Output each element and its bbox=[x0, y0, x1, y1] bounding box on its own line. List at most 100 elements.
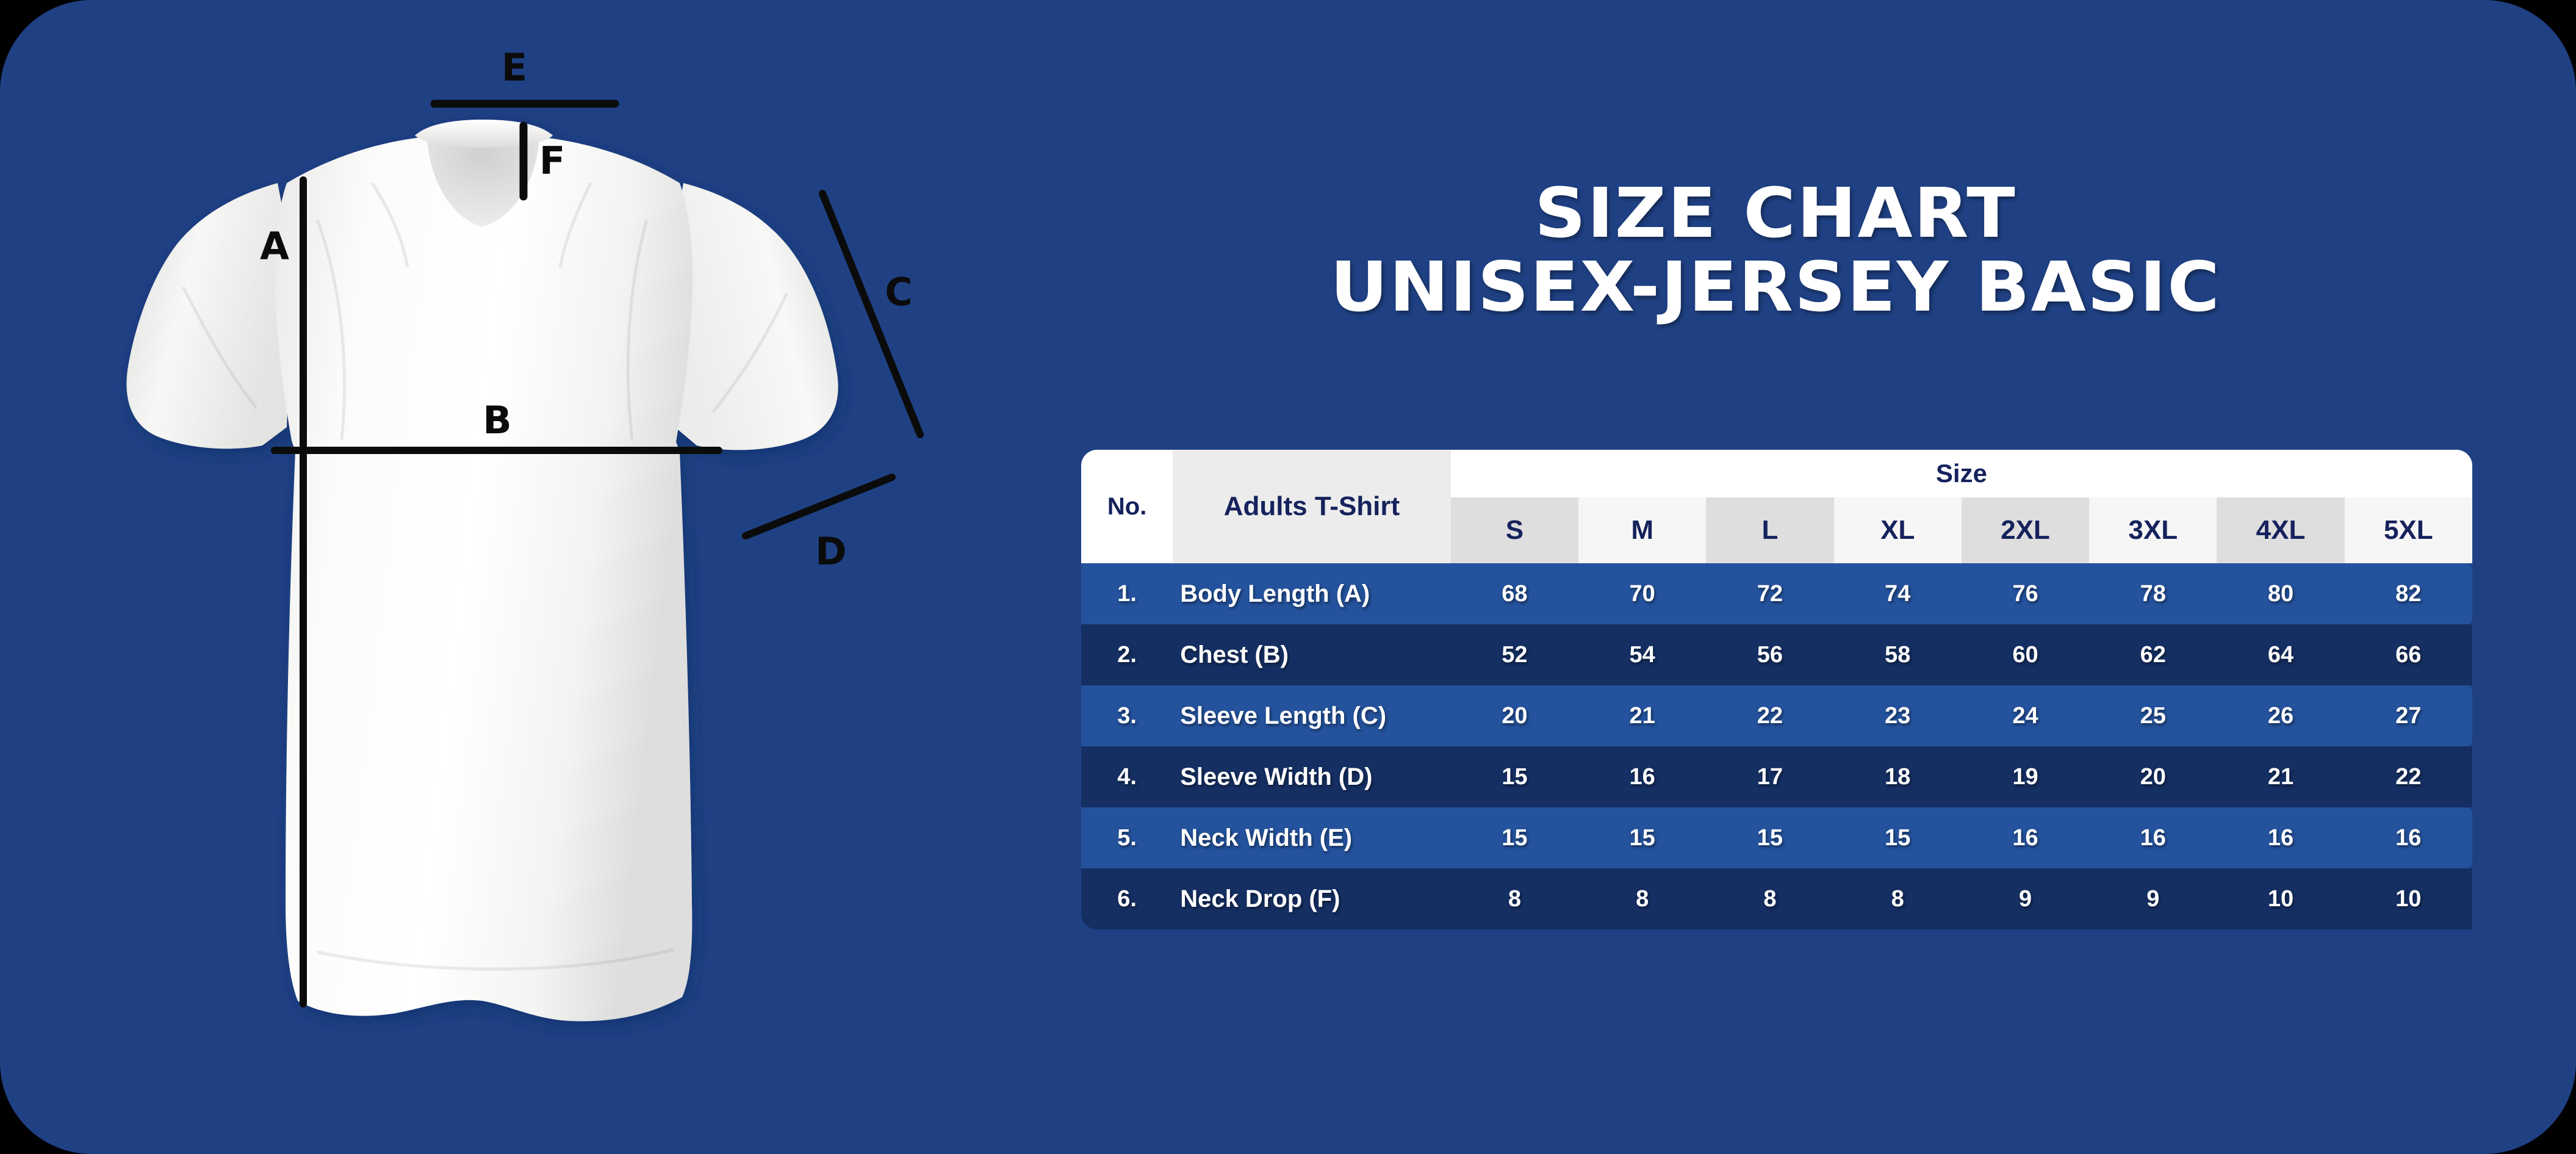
row-value: 15 bbox=[1833, 807, 1962, 868]
right-sleeve bbox=[670, 183, 838, 450]
row-value: 8 bbox=[1450, 868, 1579, 929]
row-value: 9 bbox=[2089, 868, 2217, 929]
row-value: 80 bbox=[2217, 563, 2345, 624]
row-value: 15 bbox=[1450, 746, 1579, 807]
size-chart-table-wrap: No. Adults T-Shirt Size S M L XL 2XL 3XL… bbox=[1081, 450, 2472, 929]
header-size-2xl[interactable]: 2XL bbox=[1961, 497, 2090, 563]
page-title: SIZE CHART UNISEX-JERSEY BASIC bbox=[1074, 177, 2477, 325]
row-value: 27 bbox=[2344, 685, 2472, 746]
table-head: No. Adults T-Shirt Size S M L XL 2XL 3XL… bbox=[1081, 450, 2472, 563]
marker-line-D bbox=[742, 474, 896, 539]
row-value: 22 bbox=[1706, 685, 1834, 746]
row-value: 8 bbox=[1578, 868, 1707, 929]
row-number: 2. bbox=[1081, 624, 1173, 685]
row-value: 15 bbox=[1706, 807, 1834, 868]
table-row: 6. Neck Drop (F) 8 8 8 8 9 9 10 10 bbox=[1081, 868, 2472, 929]
marker-label-C: C bbox=[885, 270, 913, 314]
table-row: 3. Sleeve Length (C) 20 21 22 23 24 25 26 27 bbox=[1081, 685, 2472, 746]
header-size-xl[interactable]: XL bbox=[1833, 497, 1962, 563]
marker-label-B: B bbox=[483, 398, 511, 442]
row-value: 17 bbox=[1706, 746, 1834, 807]
row-value: 78 bbox=[2089, 563, 2217, 624]
marker-label-D: D bbox=[815, 529, 846, 574]
row-value: 62 bbox=[2089, 624, 2217, 685]
row-value: 60 bbox=[1961, 624, 2090, 685]
row-measurement-name: Neck Drop (F) bbox=[1173, 868, 1451, 929]
left-sleeve bbox=[126, 183, 293, 449]
header-size-5xl[interactable]: 5XL bbox=[2344, 497, 2472, 563]
row-value: 23 bbox=[1833, 685, 1962, 746]
table-row: 4. Sleeve Width (D) 15 16 17 18 19 20 21 22 bbox=[1081, 746, 2472, 807]
row-value: 25 bbox=[2089, 685, 2217, 746]
header-size-3xl[interactable]: 3XL bbox=[2089, 497, 2217, 563]
row-number: 3. bbox=[1081, 685, 1173, 746]
row-value: 22 bbox=[2344, 746, 2472, 807]
row-value: 76 bbox=[1961, 563, 2090, 624]
row-measurement-name: Sleeve Length (C) bbox=[1173, 685, 1451, 746]
row-measurement-name: Sleeve Width (D) bbox=[1173, 746, 1451, 807]
title-line-2: UNISEX-JERSEY BASIC bbox=[1330, 247, 2221, 327]
row-value: 16 bbox=[1578, 746, 1707, 807]
row-value: 82 bbox=[2344, 563, 2472, 624]
header-size-s[interactable]: S bbox=[1450, 497, 1579, 563]
header-size-m[interactable]: M bbox=[1578, 497, 1707, 563]
row-value: 64 bbox=[2217, 624, 2345, 685]
row-value: 8 bbox=[1706, 868, 1834, 929]
table-body: 1. Body Length (A) 68 70 72 74 76 78 80 82 2. Chest… bbox=[1081, 563, 2472, 929]
marker-label-A: A bbox=[260, 224, 289, 269]
marker-label-F: F bbox=[539, 139, 565, 183]
fabric-folds bbox=[181, 182, 789, 971]
header-size-group: Size bbox=[1450, 450, 2472, 497]
table-head-row-sizes: S M L XL 2XL 3XL 4XL 5XL bbox=[1081, 497, 2472, 563]
header-size-4xl[interactable]: 4XL bbox=[2217, 497, 2345, 563]
row-value: 54 bbox=[1578, 624, 1707, 685]
header-no: No. bbox=[1081, 450, 1173, 563]
row-value: 74 bbox=[1833, 563, 1962, 624]
row-value: 16 bbox=[1961, 807, 2090, 868]
row-value: 16 bbox=[2217, 807, 2345, 868]
row-value: 18 bbox=[1833, 746, 1962, 807]
row-value: 21 bbox=[1578, 685, 1707, 746]
row-value: 20 bbox=[1450, 685, 1579, 746]
size-chart-table: No. Adults T-Shirt Size S M L XL 2XL 3XL… bbox=[1081, 450, 2472, 929]
shirt-shape bbox=[126, 120, 838, 1022]
title-line-1: SIZE CHART bbox=[1534, 174, 2017, 253]
row-number: 6. bbox=[1081, 868, 1173, 929]
row-measurement-name: Neck Width (E) bbox=[1173, 807, 1451, 868]
row-number: 1. bbox=[1081, 563, 1173, 624]
row-measurement-name: Body Length (A) bbox=[1173, 563, 1451, 624]
row-value: 66 bbox=[2344, 624, 2472, 685]
shirt-body bbox=[275, 137, 693, 1022]
row-value: 9 bbox=[1961, 868, 2090, 929]
row-value: 19 bbox=[1961, 746, 2090, 807]
row-value: 16 bbox=[2344, 807, 2472, 868]
row-value: 15 bbox=[1578, 807, 1707, 868]
header-garment: Adults T-Shirt bbox=[1173, 450, 1451, 563]
row-value: 8 bbox=[1833, 868, 1962, 929]
neck-opening bbox=[427, 135, 539, 227]
marker-label-E: E bbox=[502, 45, 527, 90]
marker-line-C bbox=[819, 190, 924, 438]
row-value: 52 bbox=[1450, 624, 1579, 685]
row-value: 26 bbox=[2217, 685, 2345, 746]
table-row: 2. Chest (B) 52 54 56 58 60 62 64 66 bbox=[1081, 624, 2472, 685]
row-value: 21 bbox=[2217, 746, 2345, 807]
row-value: 10 bbox=[2344, 868, 2472, 929]
row-value: 68 bbox=[1450, 563, 1579, 624]
tshirt-diagram-svg: E F A B C D bbox=[126, 45, 924, 1022]
row-value: 56 bbox=[1706, 624, 1834, 685]
row-value: 72 bbox=[1706, 563, 1834, 624]
table-head-row-group: No. Adults T-Shirt Size bbox=[1081, 450, 2472, 563]
row-measurement-name: Chest (B) bbox=[1173, 624, 1451, 685]
row-value: 20 bbox=[2089, 746, 2217, 807]
row-value: 16 bbox=[2089, 807, 2217, 868]
row-number: 5. bbox=[1081, 807, 1173, 868]
collar bbox=[415, 120, 553, 148]
tshirt-illustration: E F A B C D bbox=[0, 0, 1037, 1154]
header-size-l[interactable]: L bbox=[1706, 497, 1834, 563]
row-value: 70 bbox=[1578, 563, 1707, 624]
table-row: 5. Neck Width (E) 15 15 15 15 16 16 16 16 bbox=[1081, 807, 2472, 868]
row-value: 58 bbox=[1833, 624, 1962, 685]
row-value: 10 bbox=[2217, 868, 2345, 929]
